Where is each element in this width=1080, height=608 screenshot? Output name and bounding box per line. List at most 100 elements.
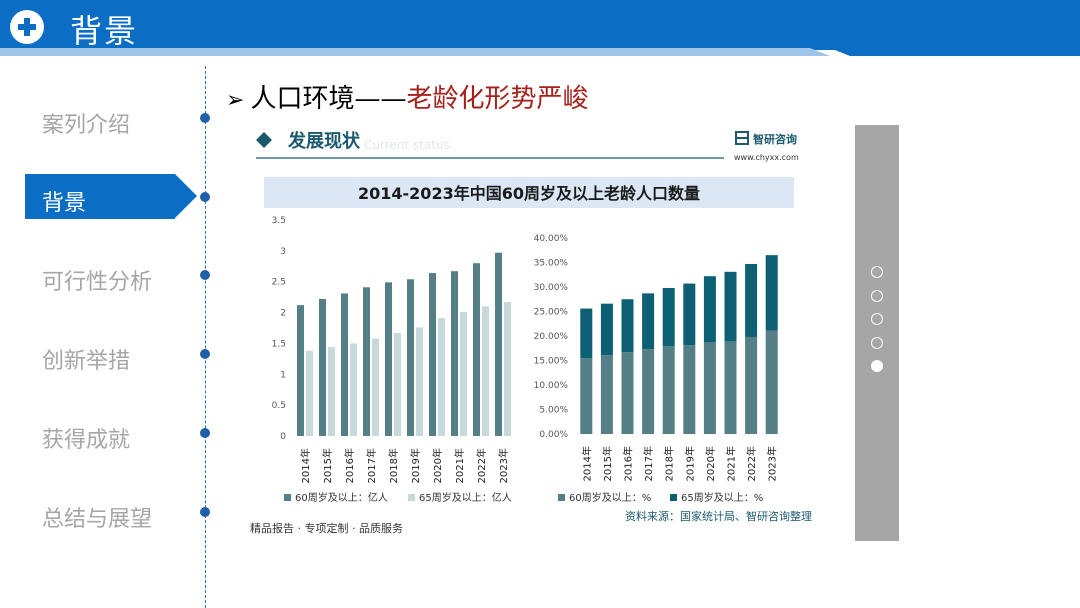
header-bar [0, 0, 1080, 50]
chart-svg: 发展现状 Current status 智研咨询 www.chyxx.com 2… [250, 130, 812, 535]
pager-dot-2[interactable] [871, 290, 883, 302]
bar-65-count [438, 318, 445, 436]
bar-60-count [451, 271, 458, 436]
nav-active-highlight [25, 174, 175, 219]
x-tick-label-left: 2022年 [475, 448, 488, 483]
arrow-bullet-icon: ➢ [226, 88, 245, 113]
plus-icon[interactable] [10, 10, 44, 44]
y-tick-label-right: 20.00% [534, 332, 569, 342]
legend-60-pct: 60周岁及以上：% [569, 491, 651, 504]
bar-60-pct [745, 336, 758, 434]
y-tick-label-left: 2.5 [272, 278, 286, 288]
brand-url: www.chyxx.com [734, 153, 799, 162]
bar-65-pct [600, 303, 613, 356]
timeline-dot [200, 507, 210, 517]
nav-active-arrow [175, 174, 197, 218]
x-tick-label-right: 2020年 [704, 446, 717, 481]
bar-60-pct [580, 358, 593, 434]
brand-logo-icon [735, 131, 749, 145]
bar-65-count [416, 327, 423, 436]
pager-dot-3[interactable] [871, 313, 883, 325]
x-tick-label-left: 2016年 [343, 448, 356, 483]
page-title: 背景 [70, 12, 139, 50]
nav-item-feasibility[interactable]: 可行性分析 [42, 270, 153, 295]
bar-60-pct [642, 349, 655, 434]
x-tick-label-left: 2021年 [453, 448, 466, 483]
bar-60-count [363, 287, 370, 436]
header-stripe [0, 48, 1080, 56]
x-tick-label-right: 2022年 [745, 446, 758, 481]
bar-60-count [473, 263, 480, 436]
chart-title-band [264, 177, 794, 208]
x-tick-label-right: 2019年 [683, 446, 696, 481]
y-tick-label-right: 5.00% [539, 406, 568, 416]
data-source: 资料来源：国家统计局、智研咨询整理 [625, 509, 812, 523]
legend-65-pct: 65周岁及以上：% [681, 491, 763, 504]
timeline-dot [200, 113, 210, 123]
bar-65-count [482, 306, 489, 436]
y-tick-label-right: 25.00% [534, 308, 569, 318]
x-tick-label-left: 2017年 [365, 448, 378, 483]
timeline-dot [200, 192, 210, 202]
chart-title: 2014-2023年中国60周岁及以上老龄人口数量 [358, 184, 700, 203]
legend-swatch-60 [284, 494, 291, 501]
nav-item-background[interactable]: 背景 [42, 191, 87, 216]
brand-name: 智研咨询 [753, 132, 797, 146]
y-tick-label-left: 0 [280, 432, 286, 442]
legend-60-count: 60周岁及以上：亿人 [295, 491, 388, 504]
bar-65-pct [703, 276, 716, 343]
x-tick-label-left: 2019年 [409, 448, 422, 483]
y-tick-label-right: 35.00% [534, 259, 569, 269]
bar-65-pct [724, 271, 737, 342]
bar-65-pct [745, 263, 758, 337]
y-tick-label-left: 1.5 [272, 339, 286, 349]
bar-60-count [297, 305, 304, 436]
chart-left-population: 0 0.5 1 1.5 2 2.5 3 3.5 2014年 2015年 2016年 2017年 2018… [272, 216, 511, 483]
x-tick-label-left: 2023年 [497, 448, 510, 483]
footer-tagline: 精品报告 · 专项定制 · 品质服务 [250, 521, 403, 535]
x-tick-label-right: 2018年 [663, 446, 676, 481]
x-tick-label-left: 2014年 [299, 448, 312, 483]
bar-65-pct [621, 299, 634, 353]
bar-60-pct [683, 345, 696, 434]
bar-60-pct [600, 355, 613, 434]
legend-swatch-60-pct [558, 494, 565, 501]
y-tick-label-left: 3 [280, 247, 286, 257]
y-tick-label-left: 3.5 [272, 216, 286, 226]
x-tick-label-right: 2021年 [725, 446, 738, 481]
x-tick-label-right: 2016年 [622, 446, 635, 481]
nav-item-achievements[interactable]: 获得成就 [42, 428, 131, 453]
y-tick-label-left: 1 [280, 370, 286, 380]
pager-dot-1[interactable] [871, 266, 883, 278]
y-tick-label-left: 2 [280, 309, 286, 319]
bar-60-pct [662, 346, 675, 434]
pager-dot-4[interactable] [871, 337, 883, 349]
side-scroll-panel[interactable] [855, 125, 899, 541]
y-tick-label-right: 15.00% [534, 357, 569, 367]
bar-65-count [460, 311, 467, 436]
x-tick-label-left: 2015年 [321, 448, 334, 483]
subtitle-lead: 人口环境—— [250, 84, 407, 114]
bar-65-pct [580, 308, 593, 359]
bar-65-count [350, 343, 357, 436]
nav-item-innovation[interactable]: 创新举措 [42, 349, 131, 374]
bar-60-count [407, 279, 414, 436]
section-title: 发展现状 [287, 130, 361, 152]
slide-subtitle: ➢ 人口环境——老龄化形势严峻 [226, 78, 588, 115]
bar-60-count [495, 252, 502, 436]
bar-60-pct [703, 342, 716, 434]
bar-65-count [328, 347, 335, 436]
bar-65-pct [662, 287, 675, 347]
section-ghost-text: Current status [364, 138, 450, 152]
x-tick-label-left: 2020年 [431, 448, 444, 483]
bar-60-count [385, 282, 392, 436]
y-tick-label-right: 0.00% [539, 430, 568, 440]
x-tick-label-right: 2017年 [642, 446, 655, 481]
nav-item-case-intro[interactable]: 案列介绍 [42, 113, 131, 138]
x-tick-label-left: 2018年 [387, 448, 400, 483]
nav-item-summary[interactable]: 总结与展望 [42, 507, 153, 532]
y-tick-label-left: 0.5 [272, 401, 286, 411]
bar-65-count [504, 302, 511, 436]
pager-dot-5-active[interactable] [871, 360, 883, 372]
timeline-dot [200, 349, 210, 359]
